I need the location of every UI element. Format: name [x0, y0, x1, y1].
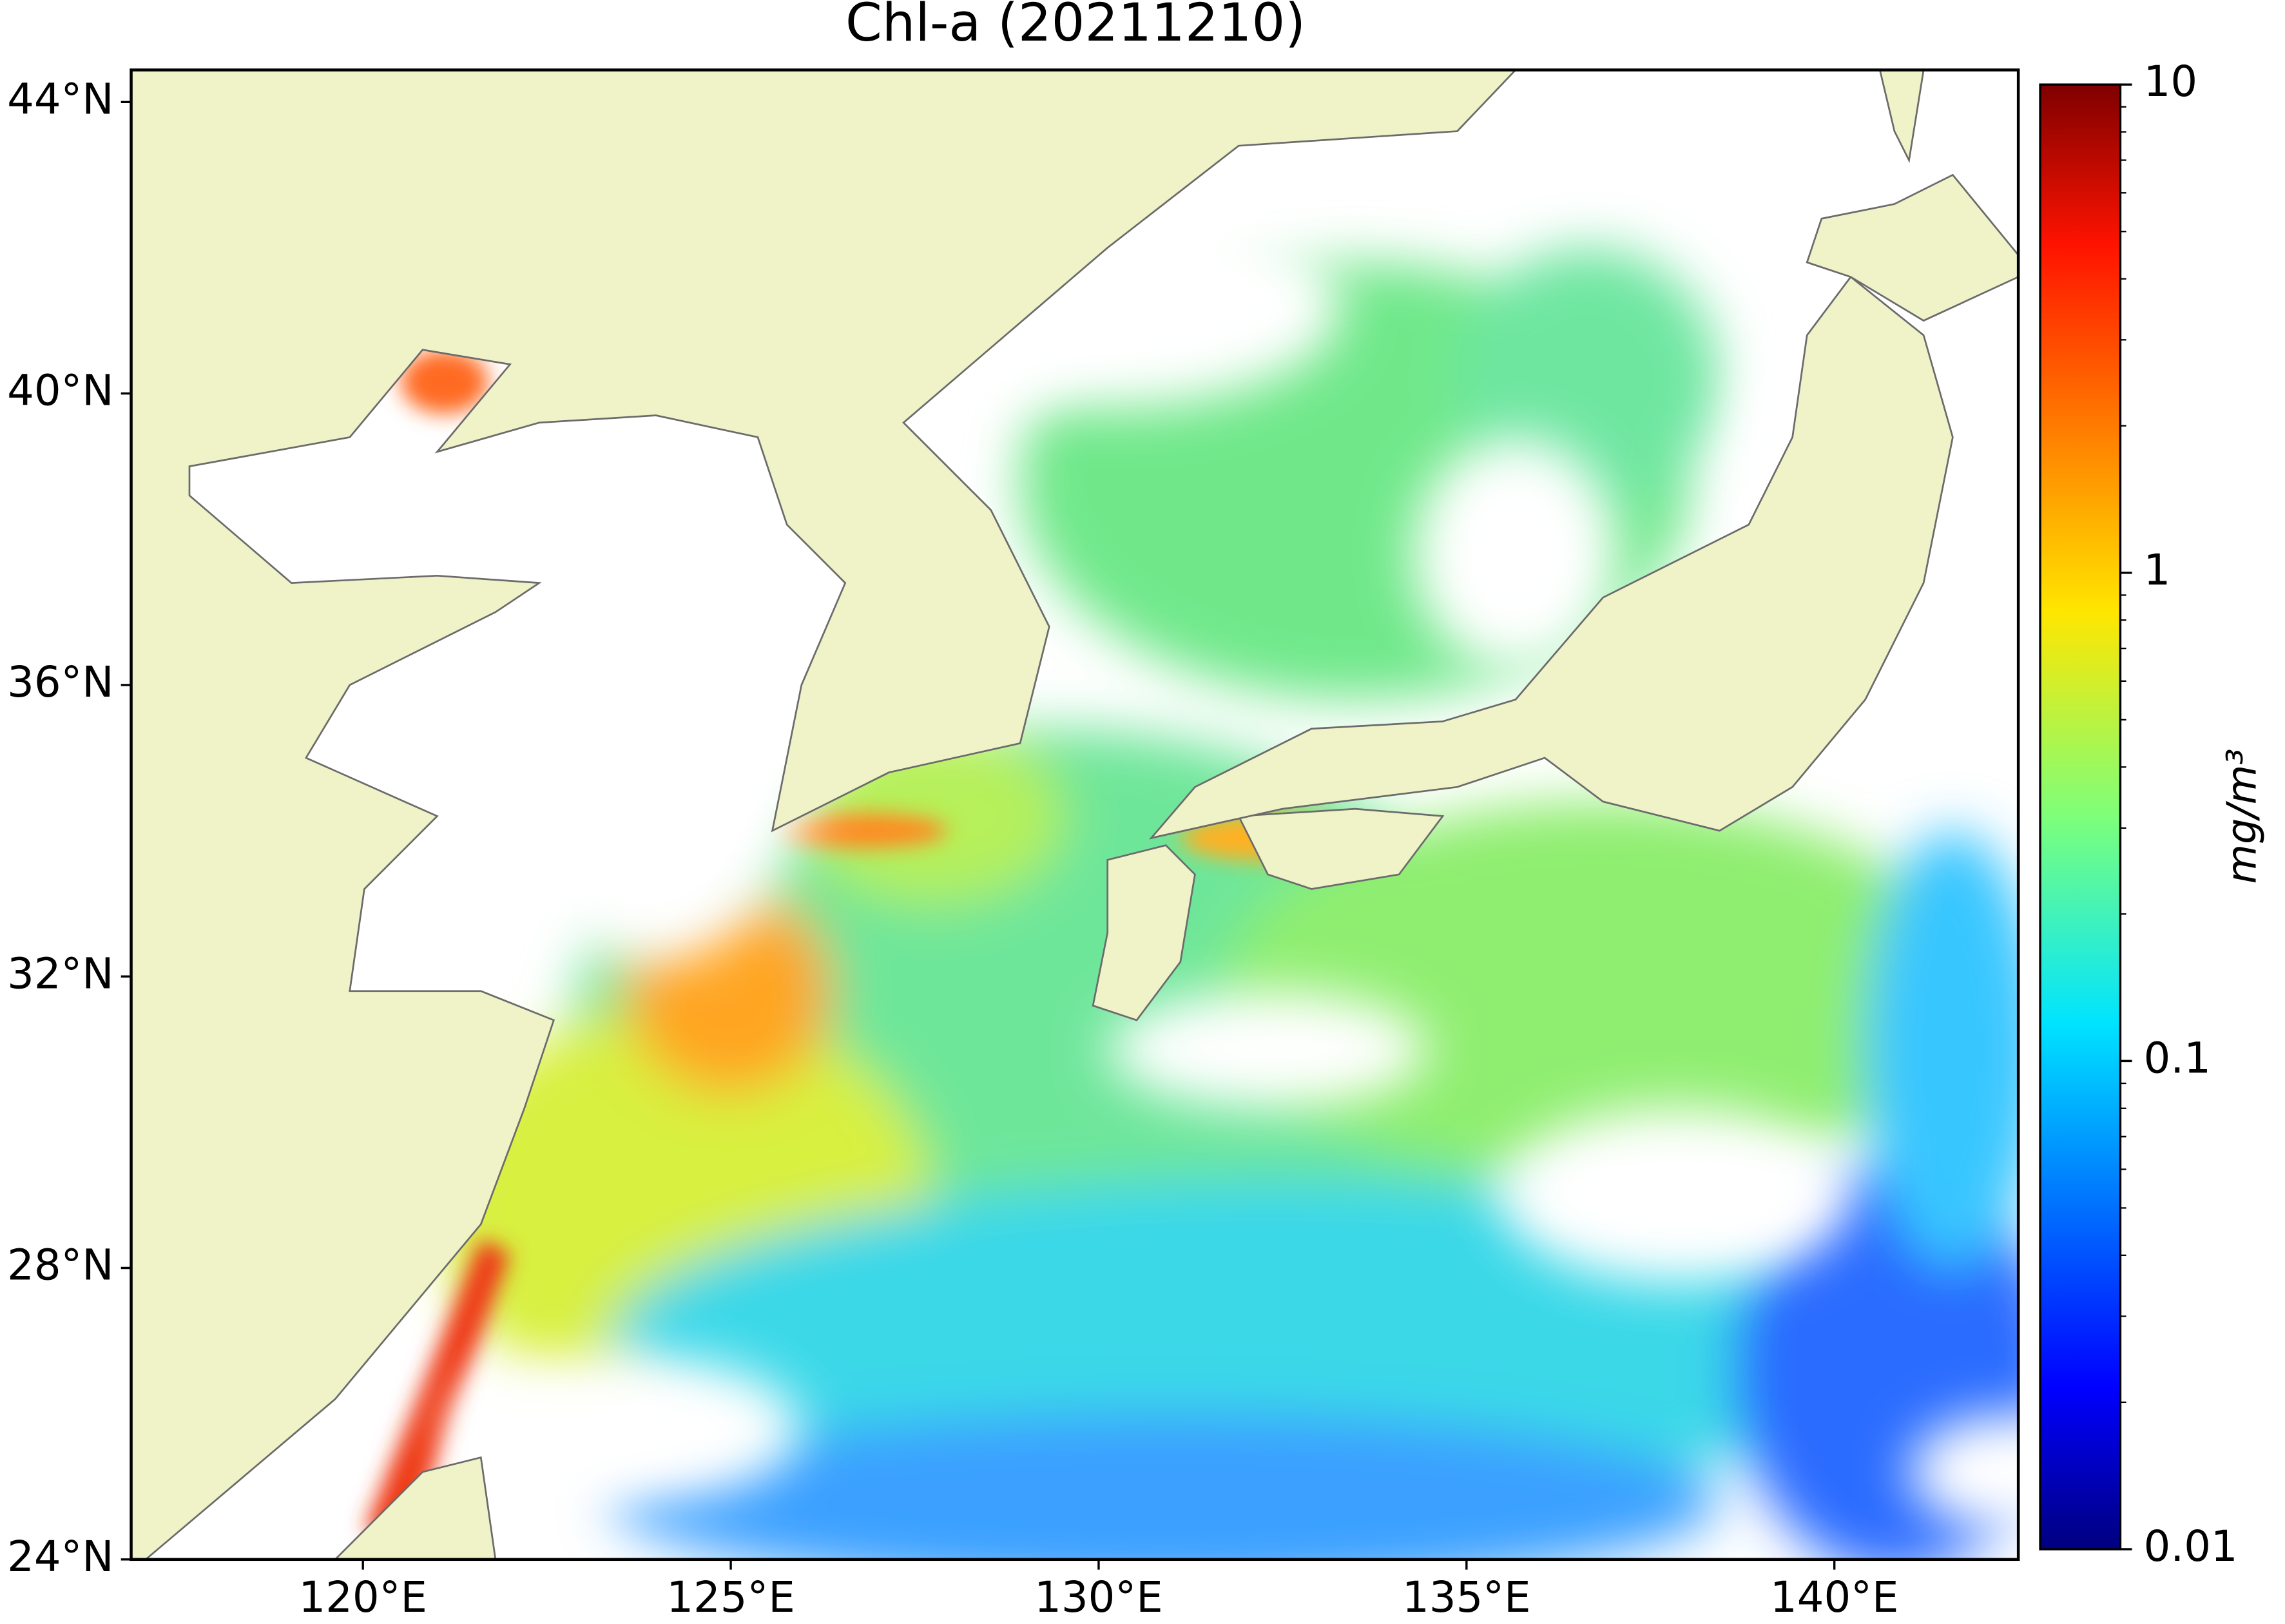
x-tick-label: 120°E	[298, 1573, 427, 1622]
colorbar-tick-label: 1	[2144, 546, 2171, 595]
x-tick-label: 130°E	[1034, 1573, 1162, 1622]
colorbar-tick-label: 0.01	[2144, 1522, 2238, 1571]
y-tick-label: 24°N	[7, 1532, 113, 1581]
taiwan	[334, 1456, 497, 1560]
colorbar-tick-label: 10	[2144, 57, 2197, 106]
honshu	[1148, 275, 1954, 840]
sakhalin	[1878, 70, 1925, 164]
x-tick-label: 125°E	[666, 1573, 795, 1622]
map-frame	[130, 68, 2020, 1561]
x-tick-label: 135°E	[1402, 1573, 1530, 1622]
colorbar-label: mg/m³	[2217, 748, 2265, 884]
x-tick-label: 140°E	[1770, 1573, 1898, 1622]
map-area	[131, 70, 2019, 1560]
y-tick-label: 36°N	[7, 658, 113, 707]
colorbar	[2039, 83, 2122, 1551]
map-title: Chl-a (20211210)	[845, 0, 1306, 53]
mainland	[131, 70, 1517, 1560]
y-tick-label: 28°N	[7, 1241, 113, 1290]
y-tick-label: 32°N	[7, 949, 113, 998]
kyushu	[1092, 844, 1196, 1021]
y-tick-label: 40°N	[7, 367, 113, 416]
y-tick-label: 44°N	[7, 75, 113, 124]
hokkaido	[1806, 173, 2019, 322]
colorbar-tick-label: 0.1	[2144, 1034, 2211, 1083]
land	[131, 70, 2019, 1560]
shikoku	[1237, 807, 1445, 890]
